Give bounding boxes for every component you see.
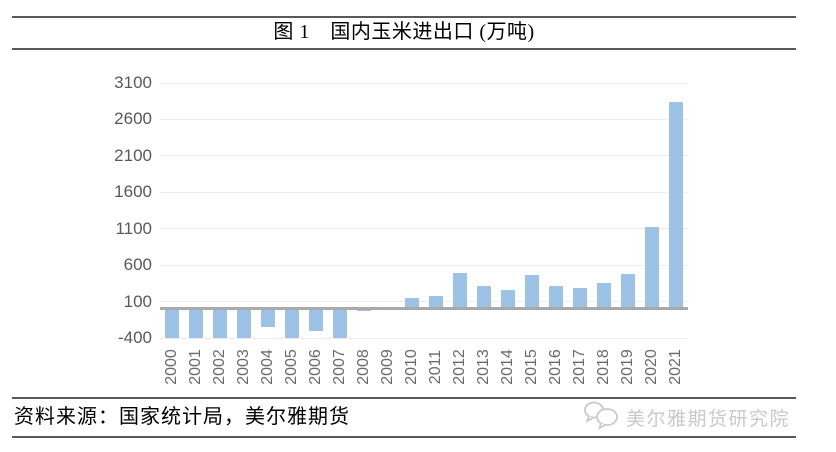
gridline [160,264,688,266]
y-tick-label: 2100 [114,145,152,165]
bar [285,308,299,338]
x-tick-label: 2020 [643,349,660,385]
y-tick-label: 3100 [114,73,152,92]
bar [573,288,587,309]
gridline [160,301,688,303]
x-tick-label: 2006 [307,349,324,385]
footer-top-rule [12,397,796,399]
bar [621,273,635,309]
x-tick-label: 2012 [451,349,468,385]
bar [213,308,227,338]
x-tick-label: 2008 [355,349,372,385]
gridline [160,337,688,339]
bar [405,297,419,309]
bar [597,283,611,309]
x-tick-label: 2011 [427,349,444,385]
x-tick-label: 2010 [403,349,420,385]
x-tick-label: 2017 [571,349,588,385]
x-tick-label: 2019 [619,349,636,385]
x-tick-label: 2004 [259,349,276,385]
y-tick-label: 1100 [115,218,152,238]
bar [189,308,203,338]
x-tick-label: 2005 [283,349,300,385]
x-tick-label: 2016 [547,349,564,385]
x-tick-label: 2015 [523,349,540,385]
footer-bottom-rule [12,436,796,438]
x-tick-label: 2000 [163,349,180,385]
title-bottom-rule [12,48,796,50]
bar [453,272,467,309]
watermark: 美尔雅期货研究院 [582,401,790,433]
bar [333,308,347,338]
y-tick-label: 100 [123,291,152,311]
watermark-text: 美尔雅期货研究院 [625,408,790,430]
bar [165,308,179,338]
bar [261,308,275,328]
x-tick-label: 2003 [235,349,252,385]
x-tick-label: 2007 [331,349,348,385]
y-tick-label: -400 [117,328,152,347]
y-tick-label: 2600 [114,109,152,129]
bar [309,308,323,332]
source-note: 资料来源：国家统计局，美尔雅期货 [14,406,350,428]
bar [501,289,515,309]
bar [669,102,683,309]
chat-bubbles-icon [582,400,620,435]
chart-title: 图 1 国内玉米进出口 (万吨) [273,21,535,43]
x-tick-label: 2009 [379,349,396,385]
gridline [160,82,688,84]
gridline [160,118,688,120]
bar [237,308,251,338]
x-tick-label: 2018 [595,349,612,385]
gridline [160,228,688,230]
bar [549,285,563,309]
x-tick-label: 2002 [211,349,228,385]
gridline [160,191,688,193]
zero-axis-line [160,307,688,311]
title-top-rule [12,16,796,18]
x-tick-label: 2013 [475,349,492,385]
x-tick-label: 2021 [667,349,684,385]
gridline [160,155,688,157]
x-tick-label: 2014 [499,349,516,385]
bar [525,274,539,309]
y-tick-label: 600 [123,255,152,275]
bar [645,226,659,309]
bar [429,296,443,309]
bar [477,285,491,309]
y-tick-label: 1600 [114,182,152,202]
x-tick-label: 2001 [187,349,204,385]
